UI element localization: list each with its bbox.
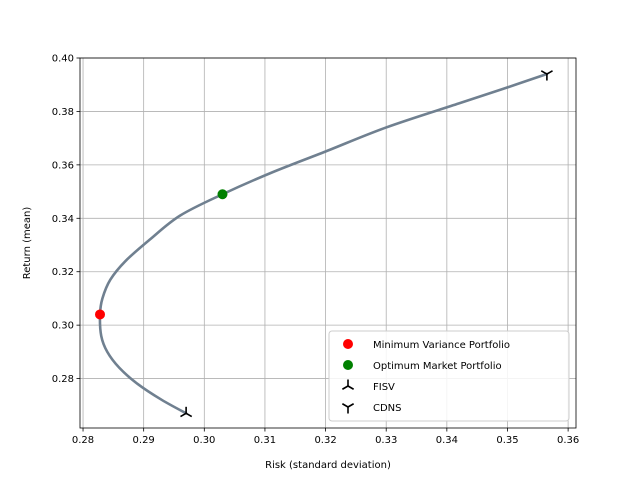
legend-marker-cdns-stroke	[341, 403, 349, 408]
plot-frame	[79, 57, 577, 429]
point-fisv-stroke	[185, 412, 193, 418]
legend-box	[328, 330, 570, 422]
legend-label-fisv: FISV	[373, 382, 395, 393]
y-tick-label: 0.34	[52, 214, 74, 225]
frontier-layer	[98, 72, 549, 415]
y-axis-ticks: 0.28 0.30 0.32 0.34 0.36 0.38 0.40	[52, 54, 80, 385]
x-tick-label: 0.34	[436, 435, 458, 446]
point-cdns-stroke	[546, 70, 553, 75]
point-fisv	[180, 406, 193, 418]
y-tick-label: 0.28	[52, 374, 74, 385]
legend: Minimum Variance Portfolio Optimum Market…	[328, 330, 570, 422]
y-tick-label: 0.30	[52, 321, 74, 332]
point-optimum-market-portfolio	[217, 189, 228, 200]
y-axis-label: Return (mean)	[22, 207, 33, 280]
legend-label-cdns: CDNS	[373, 403, 402, 414]
legend-marker-fisv	[341, 379, 355, 390]
efficient-frontier-line	[98, 72, 549, 415]
x-tick-label: 0.32	[314, 435, 336, 446]
x-tick-label: 0.28	[72, 435, 94, 446]
legend-marker-cdns	[341, 403, 355, 414]
y-tick-label: 0.36	[52, 160, 74, 171]
legend-marker-optimum-market-portfolio	[343, 360, 353, 370]
legend-marker-fisv-stroke	[347, 385, 355, 390]
y-tick-label: 0.40	[52, 54, 74, 65]
x-tick-label: 0.30	[193, 435, 215, 446]
legend-marker-cdns-stroke	[347, 403, 355, 408]
x-tick-label: 0.31	[254, 435, 276, 446]
legend-marker-minimum-variance-portfolio	[343, 339, 353, 349]
x-tick-label: 0.35	[496, 435, 518, 446]
point-cdns	[540, 70, 553, 81]
x-tick-label: 0.36	[557, 435, 579, 446]
point-minimum-variance-portfolio	[95, 309, 106, 320]
x-tick-label: 0.33	[375, 435, 397, 446]
legend-marker-fisv-stroke	[341, 385, 349, 390]
marker-layer	[95, 70, 553, 418]
x-tick-label: 0.29	[133, 435, 155, 446]
legend-label-optimum-market-portfolio: Optimum Market Portfolio	[373, 361, 502, 372]
point-cdns-stroke	[540, 70, 548, 75]
point-fisv-stroke	[180, 412, 187, 418]
x-axis-label: Risk (standard deviation)	[265, 460, 391, 471]
y-tick-label: 0.38	[52, 107, 74, 118]
y-tick-label: 0.32	[52, 267, 74, 278]
x-axis-ticks: 0.28 0.29 0.30 0.31 0.32 0.33 0.34 0.35 0.36	[72, 428, 579, 446]
legend-label-minimum-variance-portfolio: Minimum Variance Portfolio	[373, 340, 510, 351]
